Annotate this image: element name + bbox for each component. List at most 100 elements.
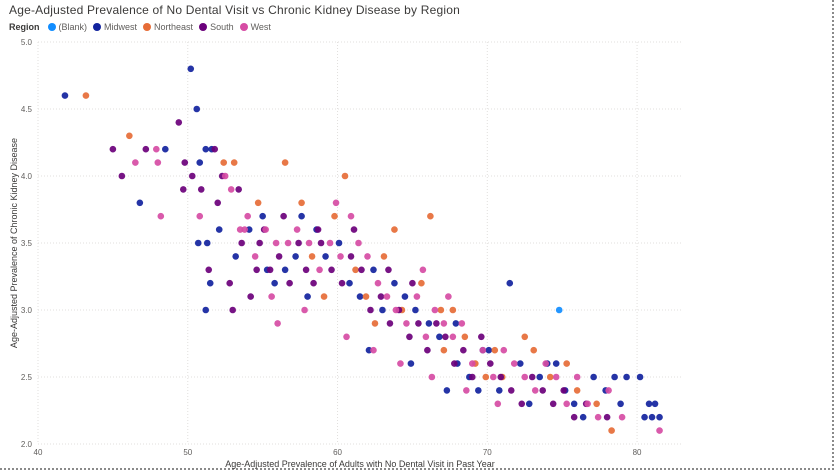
point-west[interactable] — [355, 239, 362, 247]
point-west[interactable] — [413, 293, 421, 300]
point-midwest[interactable] — [425, 320, 433, 327]
point-west[interactable] — [154, 159, 162, 166]
point-south[interactable] — [433, 320, 440, 327]
point-midwest[interactable] — [516, 360, 524, 367]
point-midwest[interactable] — [645, 400, 653, 408]
point-midwest[interactable] — [202, 306, 210, 314]
point-west[interactable] — [422, 333, 430, 341]
point-midwest[interactable] — [648, 413, 656, 421]
point-west[interactable] — [153, 145, 160, 153]
point-south[interactable] — [310, 279, 317, 287]
point-midwest[interactable] — [193, 105, 201, 113]
point-west[interactable] — [479, 346, 487, 354]
legend-item-northeast[interactable]: Northeast — [143, 22, 193, 32]
point-northeast[interactable] — [521, 333, 529, 341]
data-points[interactable] — [61, 65, 663, 434]
point-midwest[interactable] — [570, 400, 578, 408]
point-south[interactable] — [528, 373, 536, 381]
point-south[interactable] — [486, 360, 494, 367]
point-northeast[interactable] — [437, 306, 445, 314]
point-midwest[interactable] — [202, 145, 210, 153]
point-midwest[interactable] — [259, 212, 266, 220]
point-west[interactable] — [326, 239, 334, 247]
point-west[interactable] — [458, 320, 466, 327]
point-south[interactable] — [469, 373, 476, 381]
point-midwest[interactable] — [641, 413, 648, 421]
point-midwest[interactable] — [61, 92, 69, 99]
point-south[interactable] — [385, 266, 392, 274]
point-south[interactable] — [266, 266, 274, 274]
point-midwest[interactable] — [281, 266, 289, 274]
point-northeast[interactable] — [563, 360, 570, 367]
point-midwest[interactable] — [552, 360, 560, 367]
point-south[interactable] — [188, 172, 196, 180]
point-west[interactable] — [132, 159, 139, 166]
point-midwest[interactable] — [322, 253, 329, 260]
point-south[interactable] — [367, 306, 374, 314]
point-west[interactable] — [431, 306, 439, 314]
point-south[interactable] — [253, 266, 260, 274]
point-west[interactable] — [268, 293, 275, 300]
point-west[interactable] — [293, 226, 301, 233]
point-blank[interactable] — [555, 306, 563, 314]
point-south[interactable] — [409, 279, 416, 287]
point-midwest[interactable] — [203, 239, 211, 247]
point-midwest[interactable] — [232, 253, 239, 260]
point-northeast[interactable] — [331, 212, 338, 220]
point-west[interactable] — [605, 387, 612, 394]
point-midwest[interactable] — [436, 333, 443, 341]
point-northeast[interactable] — [461, 333, 469, 341]
point-south[interactable] — [358, 266, 365, 274]
point-south[interactable] — [280, 212, 287, 220]
point-northeast[interactable] — [482, 373, 490, 381]
point-west[interactable] — [584, 400, 591, 408]
point-south[interactable] — [175, 119, 183, 126]
point-west[interactable] — [521, 373, 529, 381]
point-south[interactable] — [386, 320, 394, 327]
point-midwest[interactable] — [525, 400, 533, 408]
point-midwest[interactable] — [136, 199, 144, 207]
point-south[interactable] — [442, 333, 449, 341]
point-south[interactable] — [560, 387, 567, 394]
point-west[interactable] — [656, 427, 663, 434]
point-midwest[interactable] — [271, 279, 278, 287]
point-south[interactable] — [406, 333, 413, 341]
point-west[interactable] — [469, 360, 476, 367]
point-northeast[interactable] — [254, 199, 262, 207]
point-midwest[interactable] — [391, 279, 398, 287]
point-midwest[interactable] — [194, 239, 202, 247]
point-south[interactable] — [295, 239, 302, 247]
point-west[interactable] — [157, 212, 165, 220]
point-south[interactable] — [347, 253, 355, 260]
point-south[interactable] — [197, 186, 205, 193]
point-south[interactable] — [275, 253, 283, 260]
point-midwest[interactable] — [656, 413, 663, 421]
point-west[interactable] — [428, 373, 436, 381]
point-northeast[interactable] — [491, 346, 499, 354]
point-midwest[interactable] — [370, 266, 377, 274]
point-west[interactable] — [552, 373, 560, 381]
point-south[interactable] — [350, 226, 358, 233]
point-south[interactable] — [181, 159, 189, 166]
point-west[interactable] — [618, 413, 626, 421]
point-midwest[interactable] — [346, 279, 353, 287]
point-west[interactable] — [284, 239, 292, 247]
point-midwest[interactable] — [215, 226, 223, 233]
point-midwest[interactable] — [536, 373, 544, 381]
point-west[interactable] — [272, 239, 280, 247]
point-northeast[interactable] — [608, 427, 615, 434]
point-west[interactable] — [196, 212, 204, 220]
point-northeast[interactable] — [362, 293, 370, 300]
point-northeast[interactable] — [573, 387, 581, 394]
point-south[interactable] — [317, 239, 325, 247]
point-northeast[interactable] — [220, 159, 228, 166]
point-west[interactable] — [392, 306, 400, 314]
point-northeast[interactable] — [341, 172, 349, 180]
point-west[interactable] — [364, 253, 371, 260]
point-west[interactable] — [463, 387, 470, 394]
point-south[interactable] — [118, 172, 126, 180]
point-northeast[interactable] — [308, 253, 316, 260]
point-northeast[interactable] — [380, 253, 388, 260]
point-midwest[interactable] — [617, 400, 624, 408]
